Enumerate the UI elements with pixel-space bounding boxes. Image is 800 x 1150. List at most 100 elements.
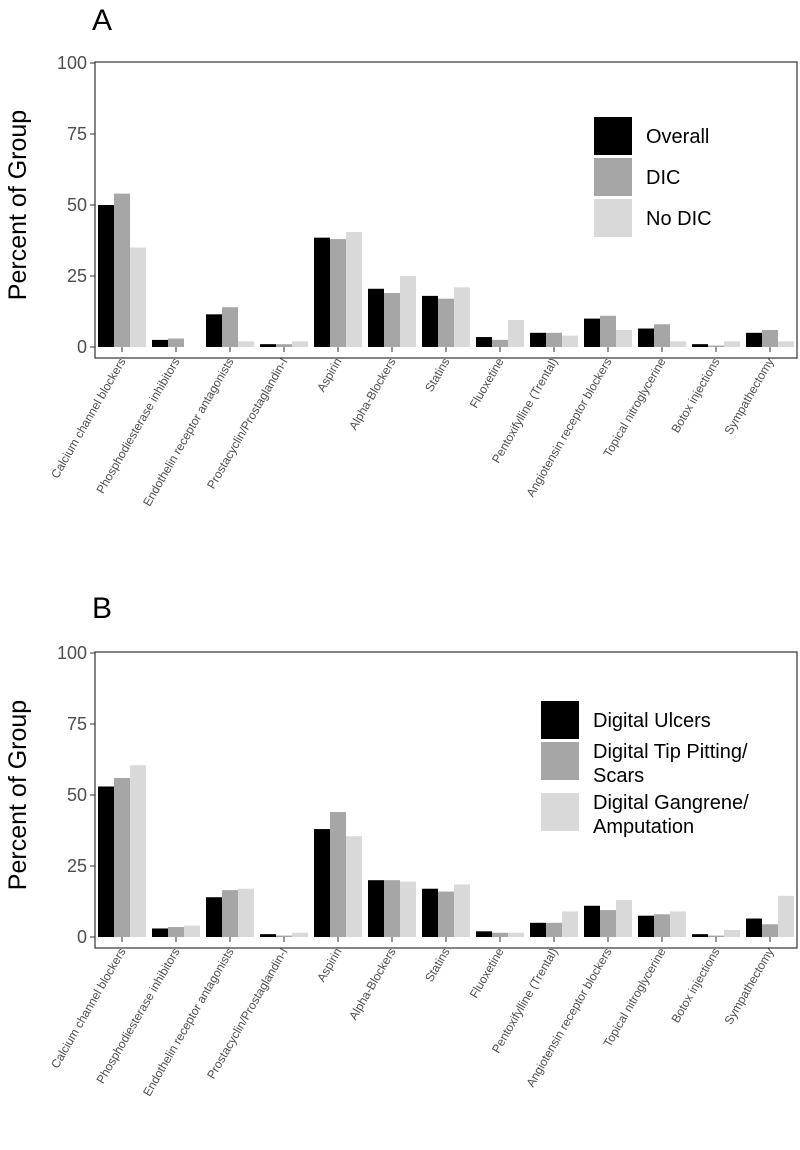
- bar: [530, 332, 546, 347]
- legend-label: DIC: [646, 167, 680, 189]
- bar: [562, 911, 578, 937]
- panel-letter: B: [92, 592, 112, 625]
- bar: [762, 329, 778, 347]
- bar: [260, 344, 276, 347]
- panel-letter: A: [92, 4, 112, 37]
- bar: [654, 324, 670, 347]
- bar: [168, 338, 184, 347]
- bar: [638, 328, 654, 347]
- bar: [346, 836, 362, 937]
- y-tick-label: 0: [77, 927, 87, 947]
- bar: [98, 786, 114, 937]
- legend: Overall DIC No DIC: [594, 117, 712, 237]
- x-tick-label: Topical nitroglycerine: [600, 945, 668, 1049]
- bar: [238, 341, 254, 347]
- bar: [692, 934, 708, 937]
- bar: [422, 888, 438, 937]
- bar: [670, 911, 686, 937]
- bar: [546, 922, 562, 937]
- bar: [368, 880, 384, 937]
- legend-key: [541, 701, 579, 739]
- bar: [724, 929, 740, 937]
- x-tick-label: Aspirin: [314, 356, 344, 395]
- panel-border: [94, 61, 798, 359]
- bar: [778, 341, 794, 347]
- bar: [438, 891, 454, 937]
- bar: [206, 897, 222, 937]
- x-tick-label: Sympathectomy: [721, 356, 776, 438]
- bar: [638, 915, 654, 937]
- x-tick-label: Endothelin receptor antagonists: [140, 356, 237, 509]
- bar: [346, 231, 362, 347]
- bar: [562, 335, 578, 347]
- x-tick-label: Statins: [422, 946, 452, 985]
- bar: [454, 884, 470, 937]
- legend-key: [594, 117, 632, 155]
- legend-label: Overall: [646, 126, 709, 148]
- bar: [724, 341, 740, 347]
- legend-label: Amputation: [593, 816, 694, 838]
- legend-label: Digital Tip Pitting/: [593, 741, 748, 763]
- bar: [330, 812, 346, 937]
- bar: [292, 932, 308, 937]
- x-tick-label: Fluoxetine: [467, 945, 507, 1000]
- bar: [476, 931, 492, 937]
- x-tick-label: Botox injections: [668, 946, 722, 1026]
- bar: [708, 345, 724, 347]
- bar: [222, 307, 238, 347]
- bar: [130, 765, 146, 937]
- bar: [778, 895, 794, 937]
- bar: [670, 341, 686, 347]
- y-tick-label: 75: [67, 124, 87, 144]
- y-tick-label: 50: [67, 195, 87, 215]
- bar: [276, 935, 292, 937]
- bar: [400, 276, 416, 347]
- y-axis-title: Percent of Group: [4, 110, 32, 300]
- bar: [292, 341, 308, 347]
- bar: [746, 918, 762, 937]
- y-axis-title: Percent of Group: [4, 700, 32, 890]
- legend-key: [541, 793, 579, 831]
- bar: [130, 247, 146, 347]
- bar: [600, 910, 616, 937]
- legend-key: [594, 158, 632, 196]
- y-tick-label: 50: [67, 785, 87, 805]
- bar: [508, 932, 524, 937]
- bar: [314, 829, 330, 937]
- bar: [152, 928, 168, 937]
- bar: [616, 900, 632, 937]
- y-tick-label: 25: [67, 856, 87, 876]
- bar: [584, 905, 600, 937]
- bar: [422, 295, 438, 347]
- bar: [616, 329, 632, 347]
- x-tick-label: Statins: [422, 356, 452, 395]
- legend-label: Scars: [593, 765, 644, 787]
- bar: [314, 237, 330, 347]
- bar: [654, 914, 670, 937]
- bar: [384, 880, 400, 937]
- x-tick-label: Alpha-Blockers: [346, 946, 398, 1023]
- y-tick-label: 0: [77, 337, 87, 357]
- legend-label: No DIC: [646, 208, 712, 230]
- bar: [692, 344, 708, 347]
- y-tick-label: 100: [57, 643, 87, 663]
- legend-key: [594, 199, 632, 237]
- bar: [384, 293, 400, 347]
- y-tick-label: 75: [67, 714, 87, 734]
- x-tick-label: Aspirin: [314, 946, 344, 985]
- bar: [476, 337, 492, 347]
- legend-key: [541, 742, 579, 780]
- bar: [368, 288, 384, 347]
- x-tick-label: Topical nitroglycerine: [600, 355, 668, 459]
- legend-label: Digital Ulcers: [593, 710, 711, 732]
- y-tick-label: 25: [67, 266, 87, 286]
- bar: [184, 925, 200, 937]
- bar: [438, 298, 454, 347]
- bar: [546, 332, 562, 347]
- bar: [600, 315, 616, 347]
- x-tick-label: Alpha-Blockers: [346, 356, 398, 433]
- bar: [98, 205, 114, 347]
